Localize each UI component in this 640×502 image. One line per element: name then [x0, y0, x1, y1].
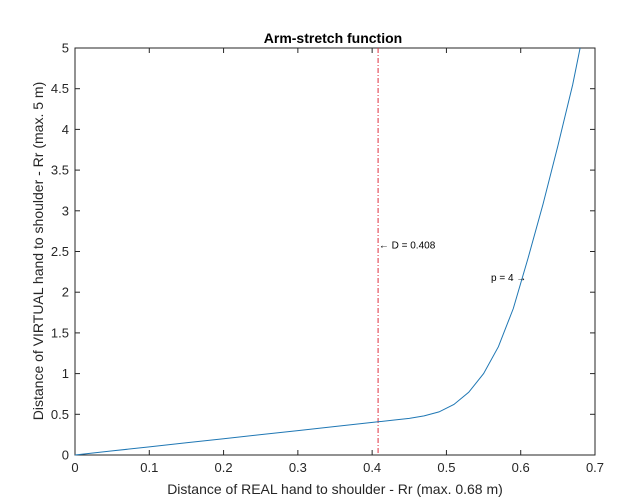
y-tick-label: 3.5	[51, 163, 69, 178]
y-tick-label: 2	[62, 285, 69, 300]
x-tick-label: 0.5	[437, 460, 455, 475]
x-tick-label: 0	[71, 460, 78, 475]
y-tick-label: 4.5	[51, 81, 69, 96]
x-tick-label: 0.6	[512, 460, 530, 475]
annotation-p: p = 4 →	[491, 273, 526, 284]
x-tick-label: 0.4	[363, 460, 381, 475]
x-tick-label: 0.1	[140, 460, 158, 475]
plot-frame	[74, 47, 596, 456]
y-tick-label: 4	[62, 122, 69, 137]
y-axis-label: Distance of VIRTUAL hand to shoulder - R…	[30, 82, 46, 420]
y-tick-label: 1	[62, 366, 69, 381]
x-tick-label: 0.3	[289, 460, 307, 475]
annotation-d: ← D = 0.408	[379, 240, 436, 251]
y-tick-label: 3	[62, 203, 69, 218]
x-axis-label: Distance of REAL hand to shoulder - Rr (…	[167, 481, 503, 497]
y-tick-label: 5	[62, 41, 69, 56]
y-axis: 0 0.5 1 1.5 2 2.5 3 3.5 4 4.5 5	[51, 41, 595, 463]
y-tick-label: 0.5	[51, 407, 69, 422]
series-line	[74, 47, 581, 456]
x-axis: 0 0.1 0.2 0.3 0.4 0.5 0.6 0.7	[71, 48, 604, 475]
x-tick-label: 0.7	[586, 460, 604, 475]
x-tick-label: 0.2	[215, 460, 233, 475]
chart-title: Arm-stretch function	[264, 30, 402, 46]
y-tick-label: 1.5	[51, 325, 69, 340]
y-tick-label: 2.5	[51, 244, 69, 259]
y-tick-label: 0	[62, 448, 69, 463]
